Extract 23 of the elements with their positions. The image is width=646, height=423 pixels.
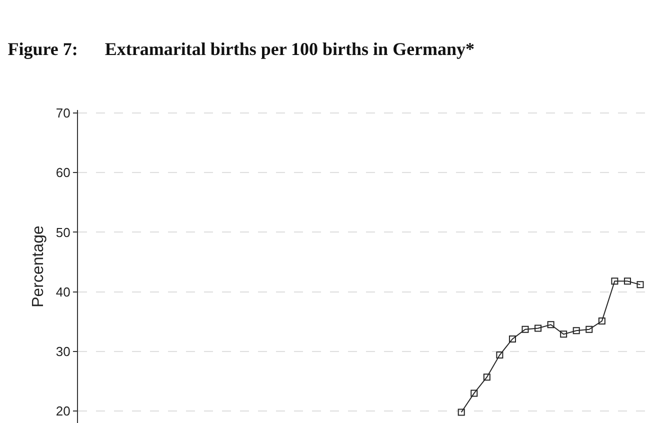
chart-title: Figure 7: Extramarital births per 100 births in Germany* <box>8 38 475 59</box>
point <box>586 326 593 333</box>
y-tick-label: 50 <box>56 224 70 240</box>
y-tick-label: 20 <box>56 404 70 419</box>
point <box>598 318 606 325</box>
point <box>611 278 618 285</box>
point <box>572 327 580 334</box>
y-tick-label: 60 <box>56 165 70 180</box>
point <box>560 330 568 338</box>
y-tick-label: 40 <box>56 284 70 300</box>
y-tick-label: 70 <box>56 106 70 121</box>
y-axis-title: Percentage <box>30 225 47 308</box>
point <box>624 278 631 285</box>
point <box>458 408 465 416</box>
point <box>636 281 644 288</box>
point <box>522 326 529 333</box>
point <box>496 352 504 359</box>
point <box>483 374 490 381</box>
y-tick-label: 30 <box>56 344 70 360</box>
point <box>534 324 542 332</box>
point <box>470 390 478 397</box>
point <box>508 335 516 342</box>
point <box>547 321 554 328</box>
